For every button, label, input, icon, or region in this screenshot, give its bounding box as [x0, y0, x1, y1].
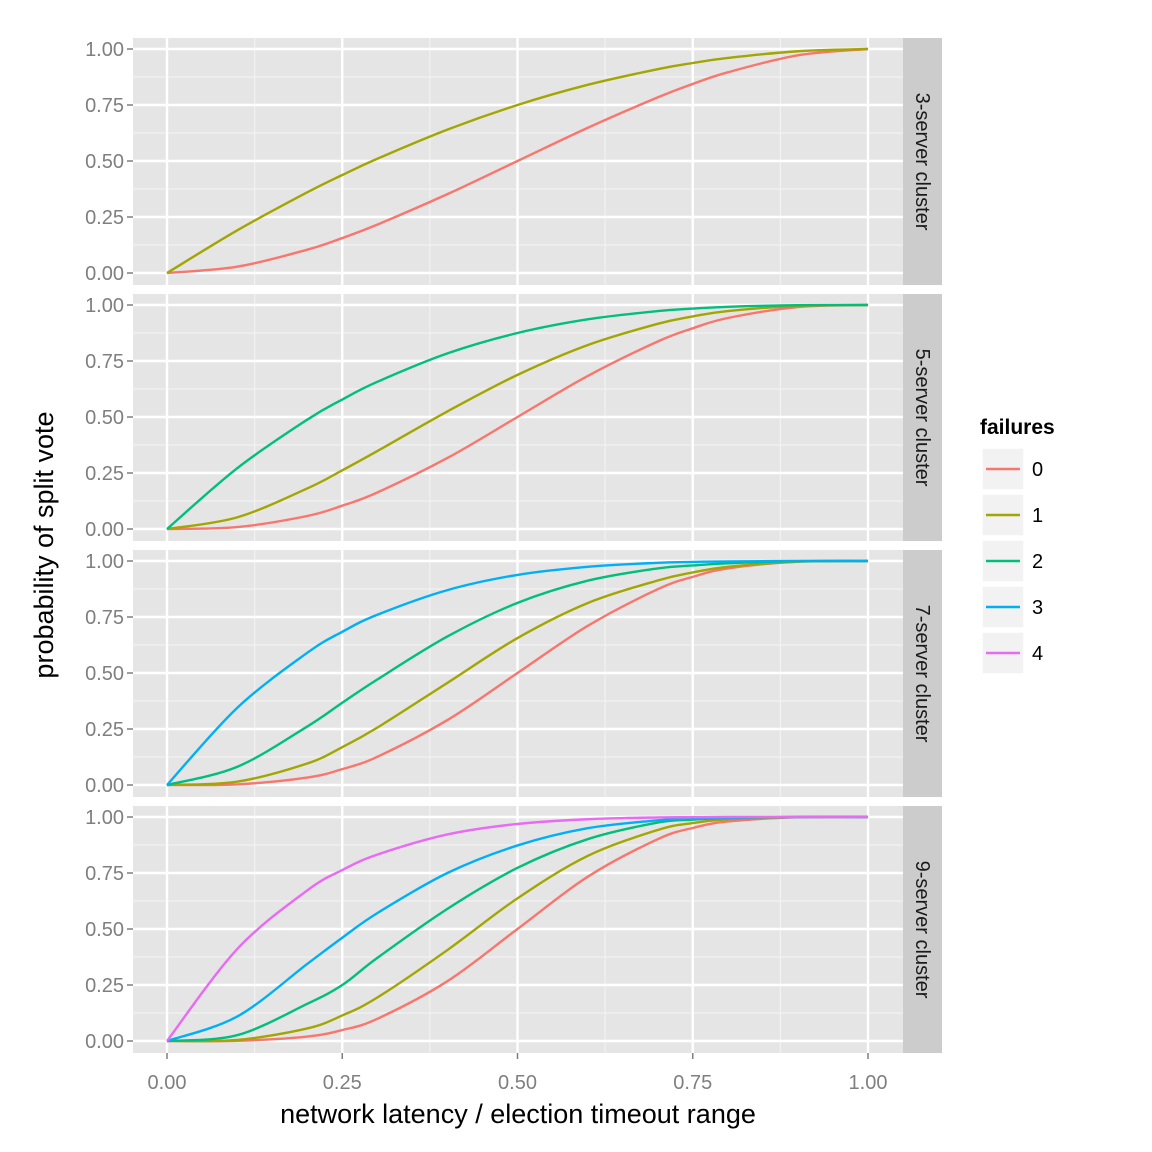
y-tick-label: 0.00: [85, 263, 124, 285]
y-tick-label: 1.00: [85, 39, 124, 61]
series-line-failures-1: [166, 303, 869, 531]
series-line-failures-0: [166, 815, 869, 1043]
y-tick-label: 1.00: [85, 807, 124, 829]
facet-panel: 0.00 0.25 0.50 0.75 1.00 5-server cluster: [85, 294, 942, 541]
y-tick-label: 1.00: [85, 295, 124, 317]
y-tick-label: 0.00: [85, 519, 124, 541]
x-tick-label: 0.00: [148, 1072, 187, 1094]
series-line-failures-0: [166, 47, 869, 275]
series-line-failures-1: [166, 559, 869, 787]
x-tick-label: 0.50: [498, 1072, 537, 1094]
facet-strip: [903, 38, 942, 285]
x-tick-label: 0.25: [323, 1072, 362, 1094]
y-tick-label: 0.50: [85, 151, 124, 173]
facet-panel: 0.00 0.25 0.50 0.75 1.00 7-server cluster: [85, 550, 942, 797]
series-line-failures-0: [166, 559, 869, 787]
legend-label-failures-1: 1: [1032, 505, 1043, 527]
y-tick-label: 0.25: [85, 719, 124, 741]
y-tick-label: 0.75: [85, 351, 124, 373]
y-axis-title: probability of split vote: [29, 411, 59, 678]
series-line-failures-3: [166, 559, 869, 786]
y-tick-label: 0.50: [85, 919, 124, 941]
y-tick-label: 1.00: [85, 551, 124, 573]
facet-strip-label: 9-server cluster: [911, 861, 933, 999]
y-tick-label: 0.25: [85, 463, 124, 485]
legend-label-failures-0: 0: [1032, 459, 1043, 481]
y-tick-label: 0.50: [85, 663, 124, 685]
x-axis: 0.00 0.25 0.50 0.75 1.00: [148, 1053, 888, 1094]
legend-title: failures: [980, 416, 1055, 439]
y-tick-label: 0.00: [85, 775, 124, 797]
facet-strip: [903, 294, 942, 541]
series-line-failures-1: [166, 815, 869, 1043]
y-tick-label: 0.50: [85, 407, 124, 429]
facet-strip: [903, 550, 942, 797]
legend-label-failures-3: 3: [1032, 597, 1043, 619]
y-tick-label: 0.00: [85, 1031, 124, 1053]
facet-strip-label: 5-server cluster: [911, 349, 933, 487]
series-line-failures-0: [166, 303, 869, 531]
series-line-failures-2: [166, 303, 869, 530]
facet-panel: 0.00 0.25 0.50 0.75 1.00 3-server cluster: [85, 38, 942, 285]
facet-strip-label: 7-server cluster: [911, 605, 933, 743]
y-tick-label: 0.75: [85, 95, 124, 117]
facet-panel: 0.00 0.25 0.50 0.75 1.00 9-server cluster: [85, 806, 942, 1053]
x-tick-label: 1.00: [849, 1072, 888, 1094]
series-line-failures-1: [166, 47, 869, 275]
y-tick-label: 0.25: [85, 207, 124, 229]
x-axis-title: network latency / election timeout range: [280, 1099, 756, 1129]
legend-label-failures-2: 2: [1032, 551, 1043, 573]
legend-label-failures-4: 4: [1032, 643, 1043, 665]
y-tick-label: 0.75: [85, 863, 124, 885]
x-tick-label: 0.75: [673, 1072, 712, 1094]
y-tick-label: 0.75: [85, 607, 124, 629]
series-line-failures-4: [166, 815, 868, 1042]
facet-panels: 0.000.250.500.751.003-server cluster0.00…: [85, 38, 942, 1053]
facet-strip: [903, 806, 942, 1053]
series-line-failures-2: [166, 559, 869, 787]
legend: failures 0 1 2 3 4: [980, 416, 1055, 675]
y-tick-label: 0.25: [85, 975, 124, 997]
facet-strip-label: 3-server cluster: [911, 93, 933, 231]
